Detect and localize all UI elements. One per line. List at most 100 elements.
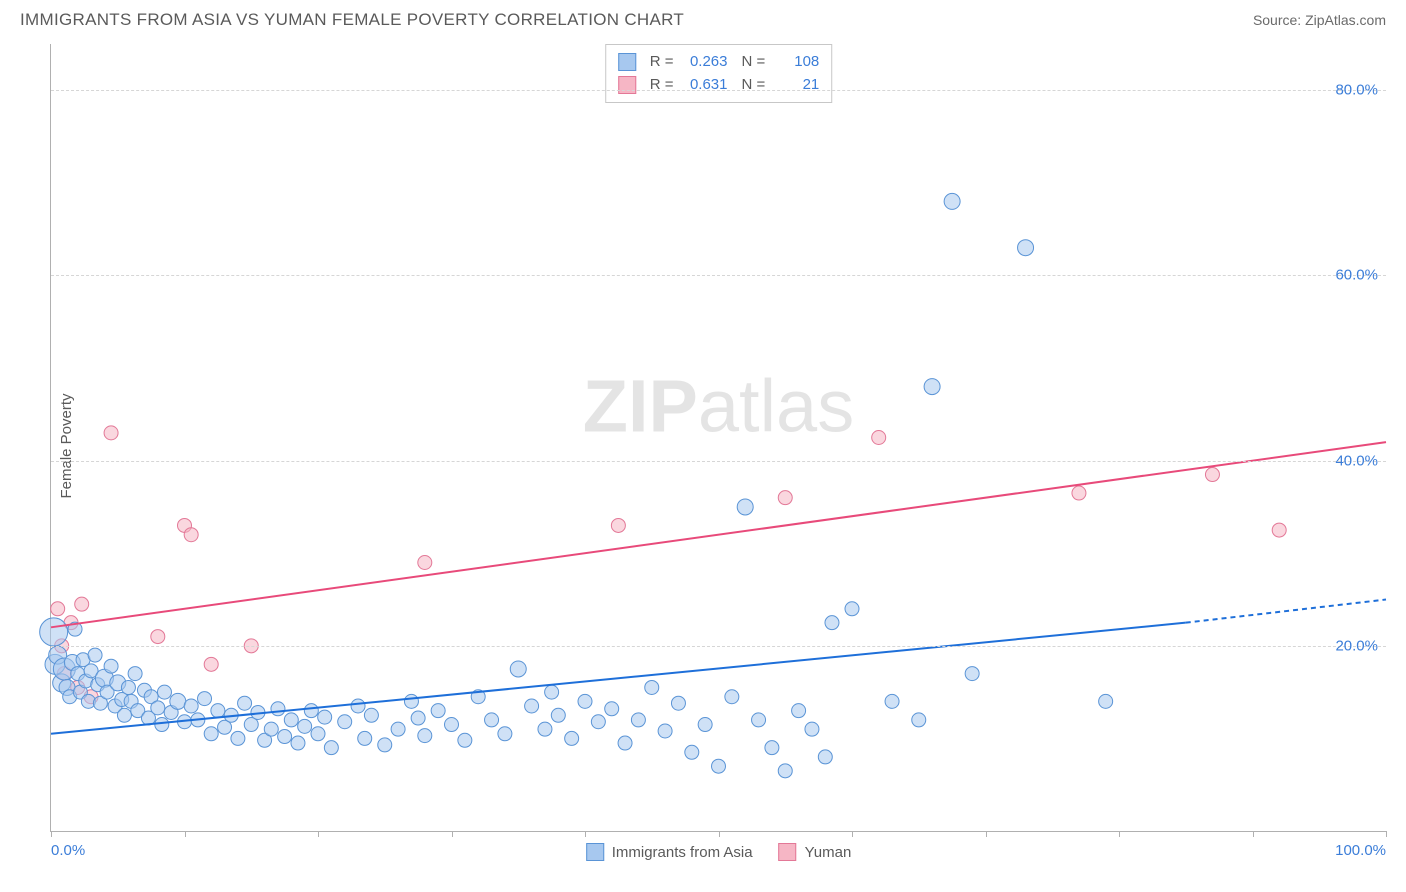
- x-tick: [585, 831, 586, 837]
- data-point: [298, 719, 312, 733]
- legend-swatch: [779, 843, 797, 861]
- gridline: [51, 90, 1386, 91]
- data-point: [591, 715, 605, 729]
- data-point: [418, 555, 432, 569]
- x-tick: [719, 831, 720, 837]
- data-point: [658, 724, 672, 738]
- x-tick: [1119, 831, 1120, 837]
- data-point: [578, 694, 592, 708]
- data-point: [364, 708, 378, 722]
- legend-item: Yuman: [779, 843, 852, 861]
- data-point: [445, 718, 459, 732]
- x-tick: [452, 831, 453, 837]
- x-tick-label: 100.0%: [1335, 842, 1386, 859]
- x-tick: [986, 831, 987, 837]
- x-tick: [51, 831, 52, 837]
- data-point: [204, 657, 218, 671]
- data-point: [391, 722, 405, 736]
- y-tick-label: 80.0%: [1335, 82, 1378, 99]
- data-point: [698, 718, 712, 732]
- data-point: [778, 491, 792, 505]
- gridline: [51, 461, 1386, 462]
- y-tick-label: 20.0%: [1335, 637, 1378, 654]
- gridline: [51, 275, 1386, 276]
- data-point: [1018, 240, 1034, 256]
- data-point: [51, 602, 65, 616]
- data-point: [712, 759, 726, 773]
- data-point: [278, 730, 292, 744]
- data-point: [551, 708, 565, 722]
- data-point: [155, 718, 169, 732]
- data-point: [291, 736, 305, 750]
- data-point: [418, 729, 432, 743]
- data-point: [88, 648, 102, 662]
- data-point: [525, 699, 539, 713]
- data-point: [765, 741, 779, 755]
- data-point: [737, 499, 753, 515]
- data-point: [184, 528, 198, 542]
- data-point: [431, 704, 445, 718]
- data-point: [204, 727, 218, 741]
- data-point: [238, 696, 252, 710]
- data-point: [304, 704, 318, 718]
- gridline: [51, 646, 1386, 647]
- x-tick: [1386, 831, 1387, 837]
- data-point: [872, 431, 886, 445]
- data-point: [618, 736, 632, 750]
- data-point: [924, 379, 940, 395]
- source-attribution: Source: ZipAtlas.com: [1253, 12, 1386, 28]
- data-point: [128, 667, 142, 681]
- data-point: [1205, 468, 1219, 482]
- data-point: [75, 597, 89, 611]
- data-point: [404, 694, 418, 708]
- data-point: [324, 741, 338, 755]
- data-point: [378, 738, 392, 752]
- data-point: [104, 659, 118, 673]
- data-point: [671, 696, 685, 710]
- y-tick-label: 40.0%: [1335, 452, 1378, 469]
- data-point: [264, 722, 278, 736]
- data-point: [845, 602, 859, 616]
- data-point: [725, 690, 739, 704]
- series-legend: Immigrants from Asia Yuman: [586, 843, 852, 861]
- data-point: [184, 699, 198, 713]
- trend-line-dashed: [1186, 600, 1386, 623]
- data-point: [611, 518, 625, 532]
- data-point: [778, 764, 792, 778]
- data-point: [645, 680, 659, 694]
- data-point: [351, 699, 365, 713]
- data-point: [311, 727, 325, 741]
- data-point: [170, 693, 186, 709]
- trend-line: [51, 442, 1386, 627]
- legend-swatch: [586, 843, 604, 861]
- data-point: [1272, 523, 1286, 537]
- data-point: [685, 745, 699, 759]
- data-point: [151, 701, 165, 715]
- x-tick: [185, 831, 186, 837]
- data-point: [545, 685, 559, 699]
- data-point: [944, 193, 960, 209]
- data-point: [121, 680, 135, 694]
- data-point: [117, 708, 131, 722]
- data-point: [411, 711, 425, 725]
- data-point: [912, 713, 926, 727]
- data-point: [818, 750, 832, 764]
- legend-item: Immigrants from Asia: [586, 843, 753, 861]
- x-tick: [318, 831, 319, 837]
- data-point: [565, 731, 579, 745]
- data-point: [1072, 486, 1086, 500]
- data-point: [157, 685, 171, 699]
- data-point: [40, 618, 68, 646]
- data-point: [198, 692, 212, 706]
- chart-plot-area: ZIPatlas R = 0.263 N = 108 R = 0.631 N =…: [50, 44, 1386, 832]
- data-point: [284, 713, 298, 727]
- data-point: [965, 667, 979, 681]
- data-point: [510, 661, 526, 677]
- data-point: [538, 722, 552, 736]
- data-point: [211, 704, 225, 718]
- x-tick: [852, 831, 853, 837]
- data-point: [605, 702, 619, 716]
- data-point: [318, 710, 332, 724]
- x-tick-label: 0.0%: [51, 842, 85, 859]
- trend-line: [51, 623, 1186, 734]
